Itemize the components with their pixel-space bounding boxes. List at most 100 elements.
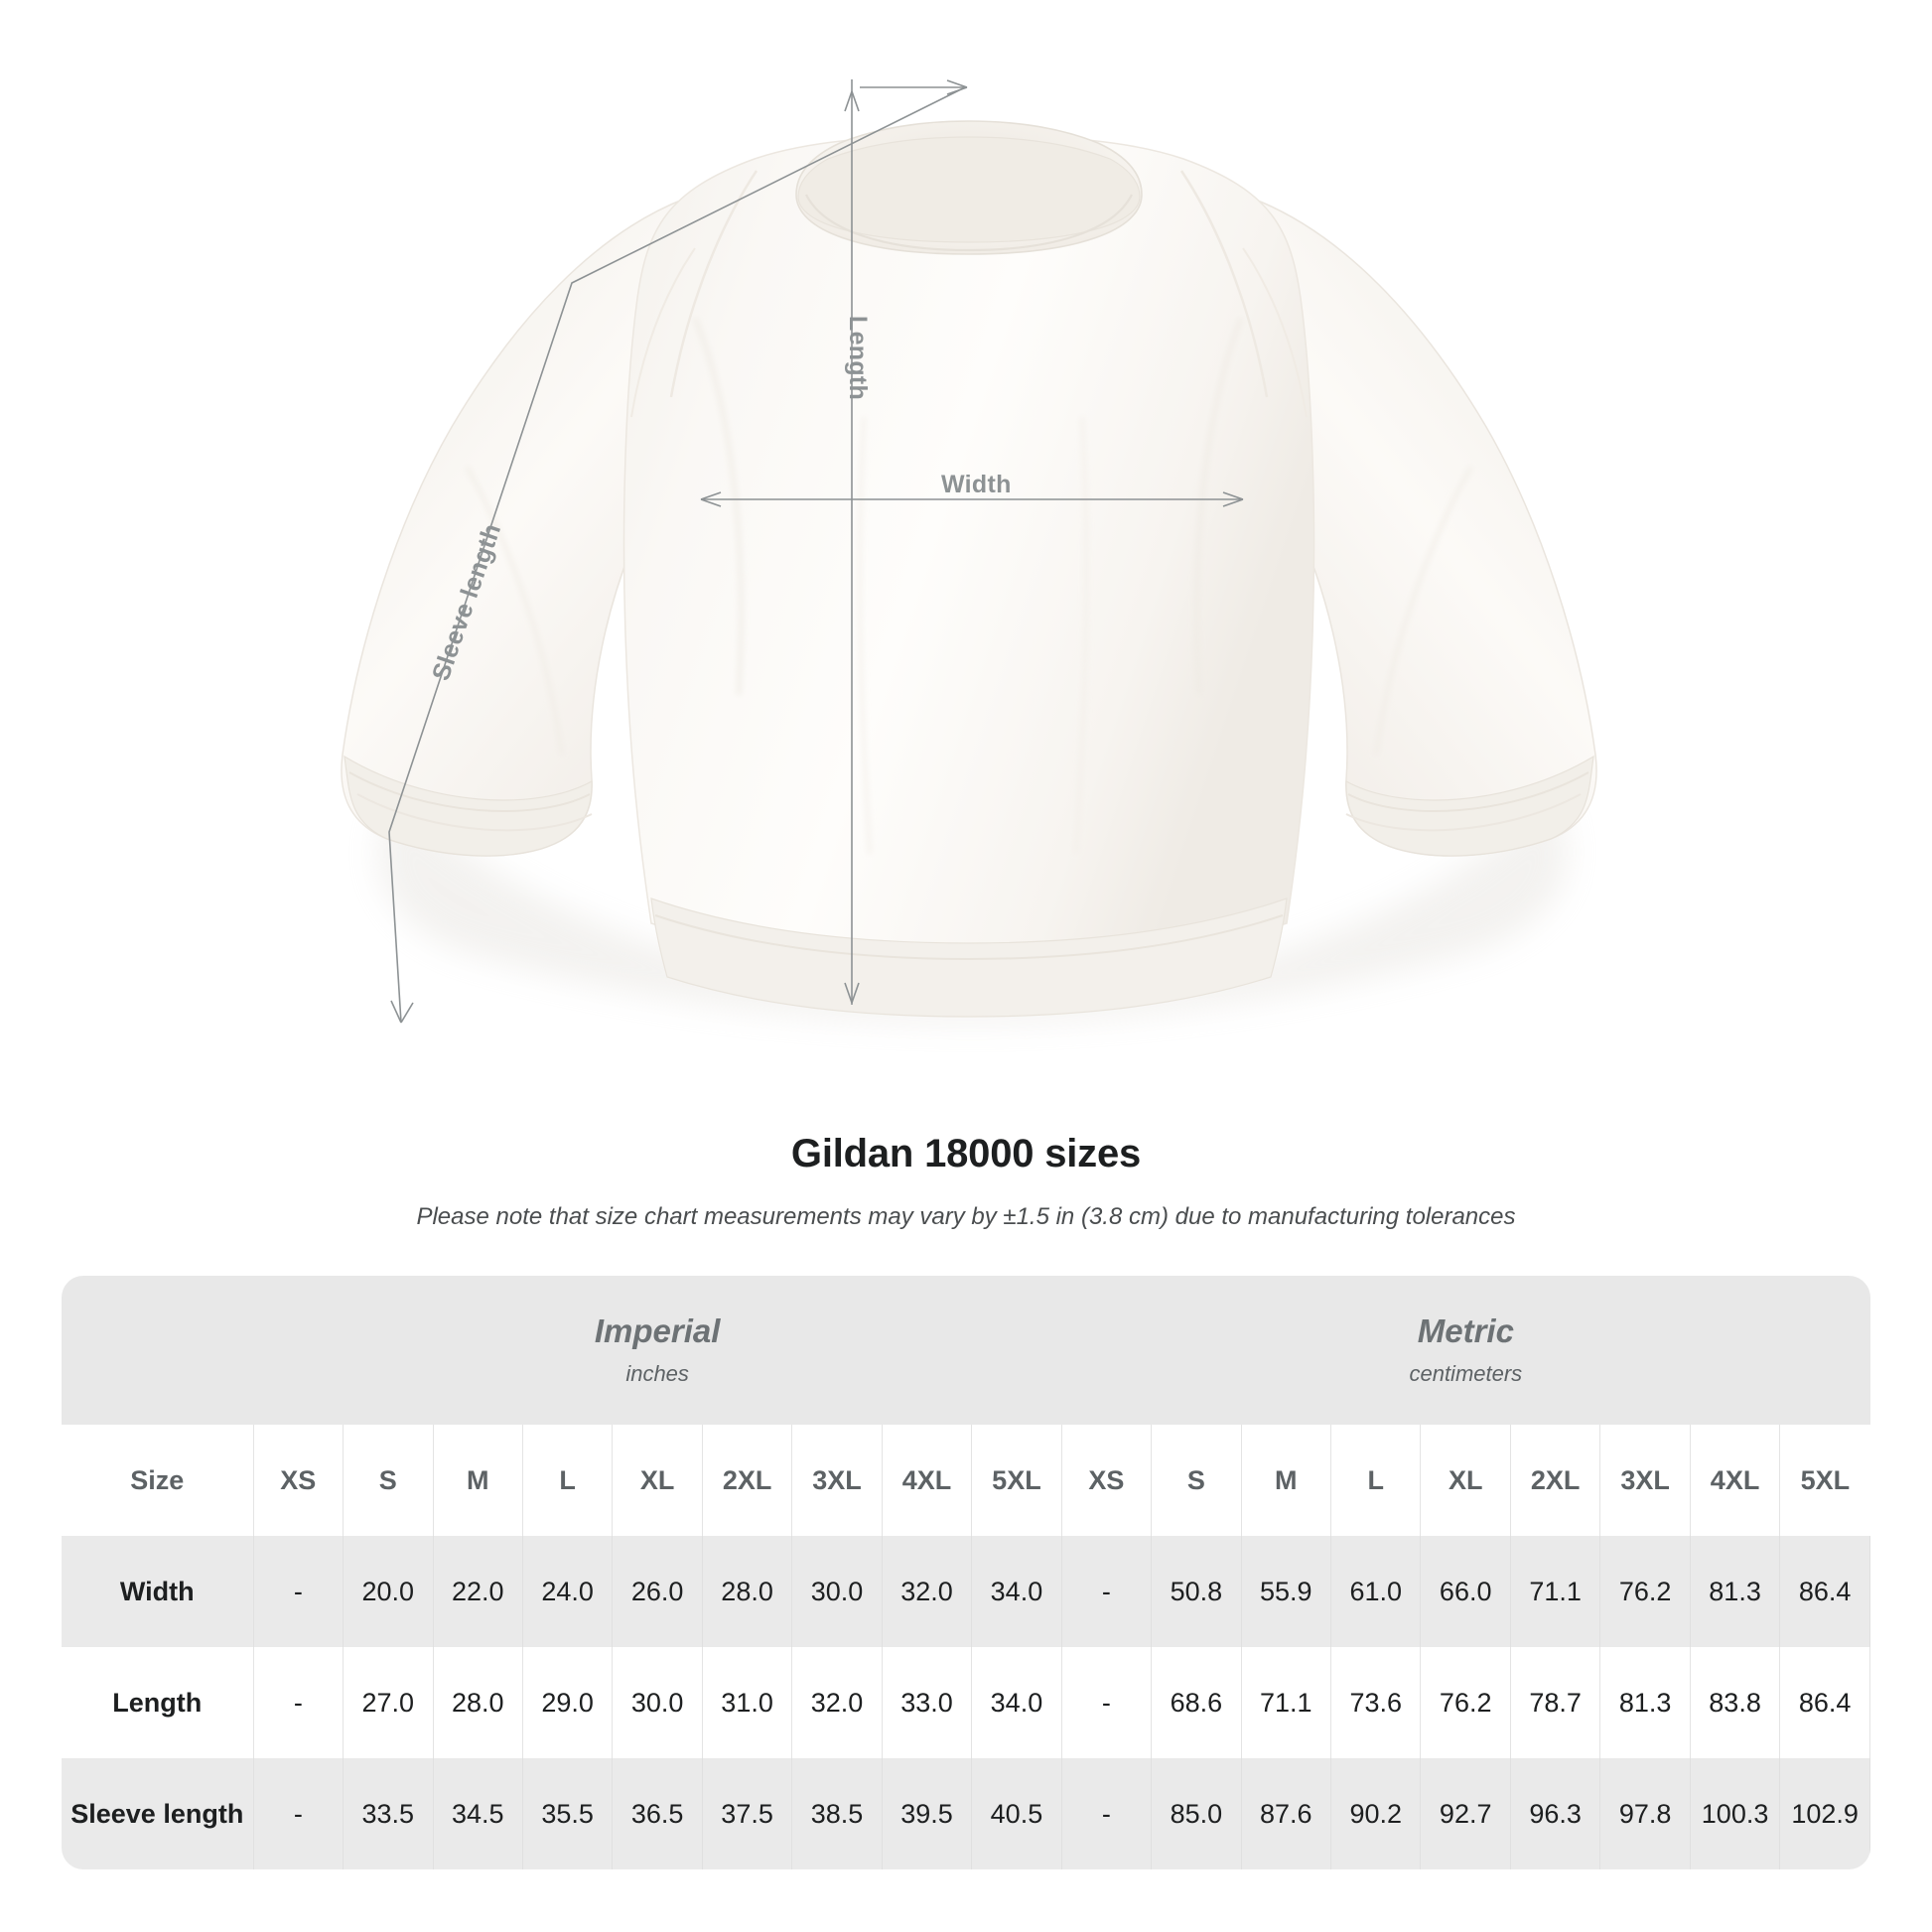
header-size-xs-imperial: XS xyxy=(253,1425,345,1536)
measurement-cell: 30.0 xyxy=(612,1647,703,1758)
header-size-2xl-metric: 2XL xyxy=(1510,1425,1601,1536)
measurement-cell: 34.0 xyxy=(971,1536,1062,1647)
size-chart-table: Imperial inches Metric centimeters Size XS S M L… xyxy=(62,1276,1870,1869)
unit-header-metric: Metric centimeters xyxy=(1061,1276,1870,1425)
measurement-cell: 27.0 xyxy=(343,1647,434,1758)
measurement-cell: 78.7 xyxy=(1510,1647,1601,1758)
measurement-cell: 71.1 xyxy=(1510,1536,1601,1647)
measurement-cell: 32.0 xyxy=(882,1536,973,1647)
header-size-m-imperial: M xyxy=(433,1425,523,1536)
table-row: Length -27.0 28.0 29.0 30.0 31.0 32.0 33.0 34.0-… xyxy=(62,1647,1870,1758)
header-size-s-metric: S xyxy=(1151,1425,1242,1536)
measurement-cell: 61.0 xyxy=(1330,1536,1422,1647)
measurement-cell: 73.6 xyxy=(1330,1647,1422,1758)
measurement-cell: 22.0 xyxy=(433,1536,523,1647)
measurement-cell: 37.5 xyxy=(702,1758,793,1869)
measurement-cell: 30.0 xyxy=(791,1536,883,1647)
length-measure-line xyxy=(844,79,860,1005)
sleeve-length-measure-line xyxy=(388,79,968,1024)
unit-band-row: Imperial inches Metric centimeters xyxy=(62,1276,1870,1425)
header-size-2xl-imperial: 2XL xyxy=(702,1425,793,1536)
measurement-cell: 90.2 xyxy=(1330,1758,1422,1869)
header-size-5xl-metric: 5XL xyxy=(1779,1425,1870,1536)
row-label-cell: Width xyxy=(62,1536,254,1647)
measurement-annotation-lines xyxy=(388,79,1244,1024)
measurement-cell: 38.5 xyxy=(791,1758,883,1869)
unit-subtitle: inches xyxy=(625,1361,689,1387)
header-size-3xl-imperial: 3XL xyxy=(791,1425,883,1536)
measurement-cell: 24.0 xyxy=(522,1536,614,1647)
header-size-xs-metric: XS xyxy=(1061,1425,1153,1536)
measurement-cell: 26.0 xyxy=(612,1536,703,1647)
header-size-4xl-metric: 4XL xyxy=(1690,1425,1781,1536)
measurement-cell: - xyxy=(253,1647,345,1758)
unit-name: Metric xyxy=(1417,1311,1514,1349)
header-size-m-metric: M xyxy=(1241,1425,1332,1536)
measurement-cell: 20.0 xyxy=(343,1536,434,1647)
measurement-cell: 86.4 xyxy=(1779,1647,1870,1758)
measurement-cell: 32.0 xyxy=(791,1647,883,1758)
measurement-cell: 71.1 xyxy=(1241,1647,1332,1758)
measurement-cell: 39.5 xyxy=(882,1758,973,1869)
header-size-l-imperial: L xyxy=(522,1425,614,1536)
sweatshirt-illustration xyxy=(341,120,1597,1023)
table-row: Sleeve length -33.5 34.5 35.5 36.5 37.5 38.5 39… xyxy=(62,1758,1870,1869)
header-size-3xl-metric: 3XL xyxy=(1599,1425,1691,1536)
length-annotation-label: Length xyxy=(844,316,872,401)
measurement-cell: 66.0 xyxy=(1420,1536,1511,1647)
measurement-cell: 87.6 xyxy=(1241,1758,1332,1869)
unit-subtitle: centimeters xyxy=(1409,1361,1523,1387)
measurement-cell: 68.6 xyxy=(1151,1647,1242,1758)
header-size-label: Size xyxy=(62,1425,254,1536)
measurement-cell: 50.8 xyxy=(1151,1536,1242,1647)
header-size-l-metric: L xyxy=(1330,1425,1422,1536)
header-size-xl-metric: XL xyxy=(1420,1425,1511,1536)
width-measure-line xyxy=(700,491,1244,507)
row-label-cell: Sleeve length xyxy=(62,1758,254,1869)
tolerance-note: Please note that size chart measurements… xyxy=(416,1203,1516,1230)
measurement-cell: 81.3 xyxy=(1599,1647,1691,1758)
measurement-cell: 55.9 xyxy=(1241,1536,1332,1647)
measurement-cell: 36.5 xyxy=(612,1758,703,1869)
table-row: Width -20.0 22.0 24.0 26.0 28.0 30.0 32.0 34.0-5… xyxy=(62,1536,1870,1647)
measurement-cell: - xyxy=(253,1536,345,1647)
measurement-cell: 40.5 xyxy=(971,1758,1062,1869)
size-chart-table-wrapper: Imperial inches Metric centimeters Size XS S M L… xyxy=(62,1276,1870,1869)
measurement-cell: 81.3 xyxy=(1690,1536,1781,1647)
unit-name: Imperial xyxy=(594,1311,721,1349)
header-size-4xl-imperial: 4XL xyxy=(882,1425,973,1536)
measurement-cell: - xyxy=(1061,1536,1153,1647)
measurement-cell: 29.0 xyxy=(522,1647,614,1758)
measurement-cell: - xyxy=(1061,1647,1153,1758)
measurement-cell: 33.5 xyxy=(343,1758,434,1869)
measurement-cell: 31.0 xyxy=(702,1647,793,1758)
chart-heading-block: Gildan 18000 sizes Please note that size… xyxy=(0,1132,1932,1231)
measurement-cell: - xyxy=(253,1758,345,1869)
measurement-cell: 85.0 xyxy=(1151,1758,1242,1869)
measurement-cell: - xyxy=(1061,1758,1153,1869)
header-size-5xl-imperial: 5XL xyxy=(971,1425,1062,1536)
measurement-cell: 96.3 xyxy=(1510,1758,1601,1869)
measurement-cell: 33.0 xyxy=(882,1647,973,1758)
measurement-cell: 100.3 xyxy=(1690,1758,1781,1869)
measurement-cell: 92.7 xyxy=(1420,1758,1511,1869)
measurement-cell: 35.5 xyxy=(522,1758,614,1869)
measurement-cell: 28.0 xyxy=(433,1647,523,1758)
measurement-cell: 34.5 xyxy=(433,1758,523,1869)
measurement-cell: 34.0 xyxy=(971,1647,1062,1758)
header-size-s-imperial: S xyxy=(343,1425,434,1536)
row-label-cell: Length xyxy=(62,1647,254,1758)
product-photo-area: Length Width Sleeve length xyxy=(341,79,1597,1024)
table-header-row: Size XS S M L XL 2XL 3XL 4XL 5XL XS S M L XL 2XL 3XL 4XL 5… xyxy=(62,1425,1870,1536)
page-title: Gildan 18000 sizes xyxy=(790,1132,1142,1175)
measurement-cell: 102.9 xyxy=(1779,1758,1870,1869)
measurement-cell: 28.0 xyxy=(702,1536,793,1647)
measurement-cell: 83.8 xyxy=(1690,1647,1781,1758)
header-size-xl-imperial: XL xyxy=(612,1425,703,1536)
measurement-cell: 97.8 xyxy=(1599,1758,1691,1869)
measurement-cell: 76.2 xyxy=(1420,1647,1511,1758)
measurement-cell: 76.2 xyxy=(1599,1536,1691,1647)
measurement-cell: 86.4 xyxy=(1779,1536,1870,1647)
width-annotation-label: Width xyxy=(941,471,1012,498)
